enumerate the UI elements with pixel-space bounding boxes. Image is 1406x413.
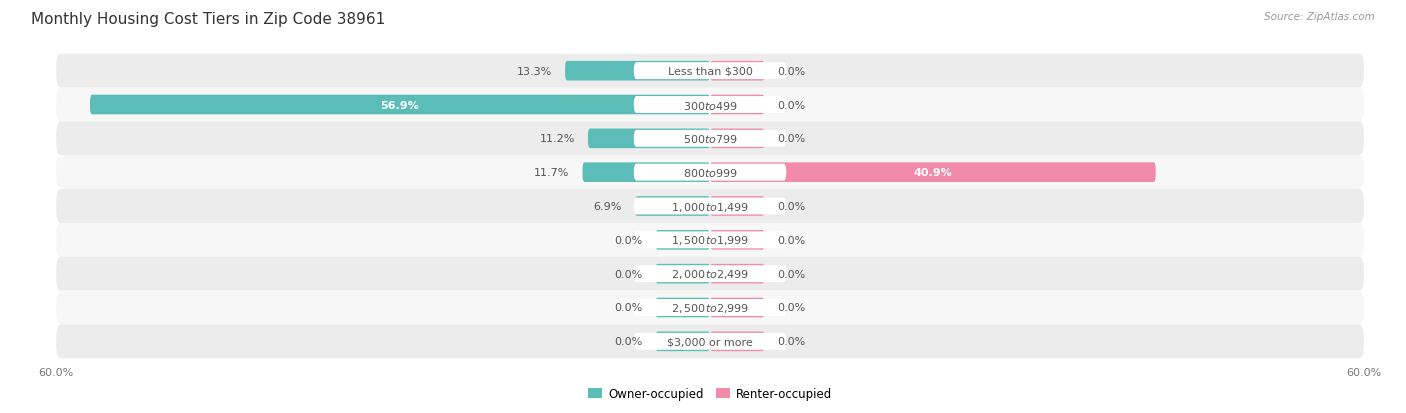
FancyBboxPatch shape <box>565 62 710 81</box>
Text: $3,000 or more: $3,000 or more <box>668 337 752 347</box>
FancyBboxPatch shape <box>655 230 710 250</box>
Text: 0.0%: 0.0% <box>778 337 806 347</box>
Text: 0.0%: 0.0% <box>778 100 806 110</box>
FancyBboxPatch shape <box>56 223 1364 257</box>
FancyBboxPatch shape <box>634 131 786 147</box>
Text: $2,000 to $2,499: $2,000 to $2,499 <box>671 268 749 280</box>
FancyBboxPatch shape <box>710 332 765 351</box>
FancyBboxPatch shape <box>636 197 710 216</box>
FancyBboxPatch shape <box>56 156 1364 190</box>
FancyBboxPatch shape <box>582 163 710 183</box>
FancyBboxPatch shape <box>634 266 786 282</box>
FancyBboxPatch shape <box>634 63 786 80</box>
Text: $300 to $499: $300 to $499 <box>682 99 738 111</box>
Text: Monthly Housing Cost Tiers in Zip Code 38961: Monthly Housing Cost Tiers in Zip Code 3… <box>31 12 385 27</box>
FancyBboxPatch shape <box>710 298 765 318</box>
Text: 0.0%: 0.0% <box>778 202 806 211</box>
Text: 0.0%: 0.0% <box>778 235 806 245</box>
Text: 0.0%: 0.0% <box>614 235 643 245</box>
Text: $1,500 to $1,999: $1,500 to $1,999 <box>671 234 749 247</box>
FancyBboxPatch shape <box>56 122 1364 156</box>
FancyBboxPatch shape <box>710 163 1156 183</box>
FancyBboxPatch shape <box>710 230 765 250</box>
FancyBboxPatch shape <box>56 190 1364 223</box>
Text: 0.0%: 0.0% <box>778 303 806 313</box>
Text: 13.3%: 13.3% <box>517 66 553 76</box>
FancyBboxPatch shape <box>56 257 1364 291</box>
FancyBboxPatch shape <box>634 232 786 249</box>
Text: 0.0%: 0.0% <box>778 269 806 279</box>
Text: $500 to $799: $500 to $799 <box>682 133 738 145</box>
Text: 0.0%: 0.0% <box>614 337 643 347</box>
FancyBboxPatch shape <box>710 129 765 149</box>
FancyBboxPatch shape <box>56 88 1364 122</box>
Text: $1,000 to $1,499: $1,000 to $1,499 <box>671 200 749 213</box>
Text: 56.9%: 56.9% <box>381 100 419 110</box>
FancyBboxPatch shape <box>655 332 710 351</box>
Text: 0.0%: 0.0% <box>614 303 643 313</box>
FancyBboxPatch shape <box>634 299 786 316</box>
Text: $2,500 to $2,999: $2,500 to $2,999 <box>671 301 749 314</box>
FancyBboxPatch shape <box>655 264 710 284</box>
Text: 0.0%: 0.0% <box>614 269 643 279</box>
FancyBboxPatch shape <box>588 129 710 149</box>
Text: 6.9%: 6.9% <box>593 202 621 211</box>
FancyBboxPatch shape <box>710 197 765 216</box>
Text: 40.9%: 40.9% <box>914 168 952 178</box>
FancyBboxPatch shape <box>90 95 710 115</box>
Text: 11.7%: 11.7% <box>534 168 569 178</box>
FancyBboxPatch shape <box>634 198 786 215</box>
FancyBboxPatch shape <box>634 97 786 114</box>
FancyBboxPatch shape <box>710 62 765 81</box>
FancyBboxPatch shape <box>634 333 786 350</box>
FancyBboxPatch shape <box>56 291 1364 325</box>
Text: $800 to $999: $800 to $999 <box>682 167 738 179</box>
Text: Less than $300: Less than $300 <box>668 66 752 76</box>
Text: 11.2%: 11.2% <box>540 134 575 144</box>
Text: Source: ZipAtlas.com: Source: ZipAtlas.com <box>1264 12 1375 22</box>
FancyBboxPatch shape <box>710 264 765 284</box>
FancyBboxPatch shape <box>56 325 1364 358</box>
FancyBboxPatch shape <box>634 164 786 181</box>
FancyBboxPatch shape <box>710 95 765 115</box>
Text: 0.0%: 0.0% <box>778 66 806 76</box>
Text: 0.0%: 0.0% <box>778 134 806 144</box>
Legend: Owner-occupied, Renter-occupied: Owner-occupied, Renter-occupied <box>583 382 837 405</box>
FancyBboxPatch shape <box>655 298 710 318</box>
FancyBboxPatch shape <box>56 55 1364 88</box>
